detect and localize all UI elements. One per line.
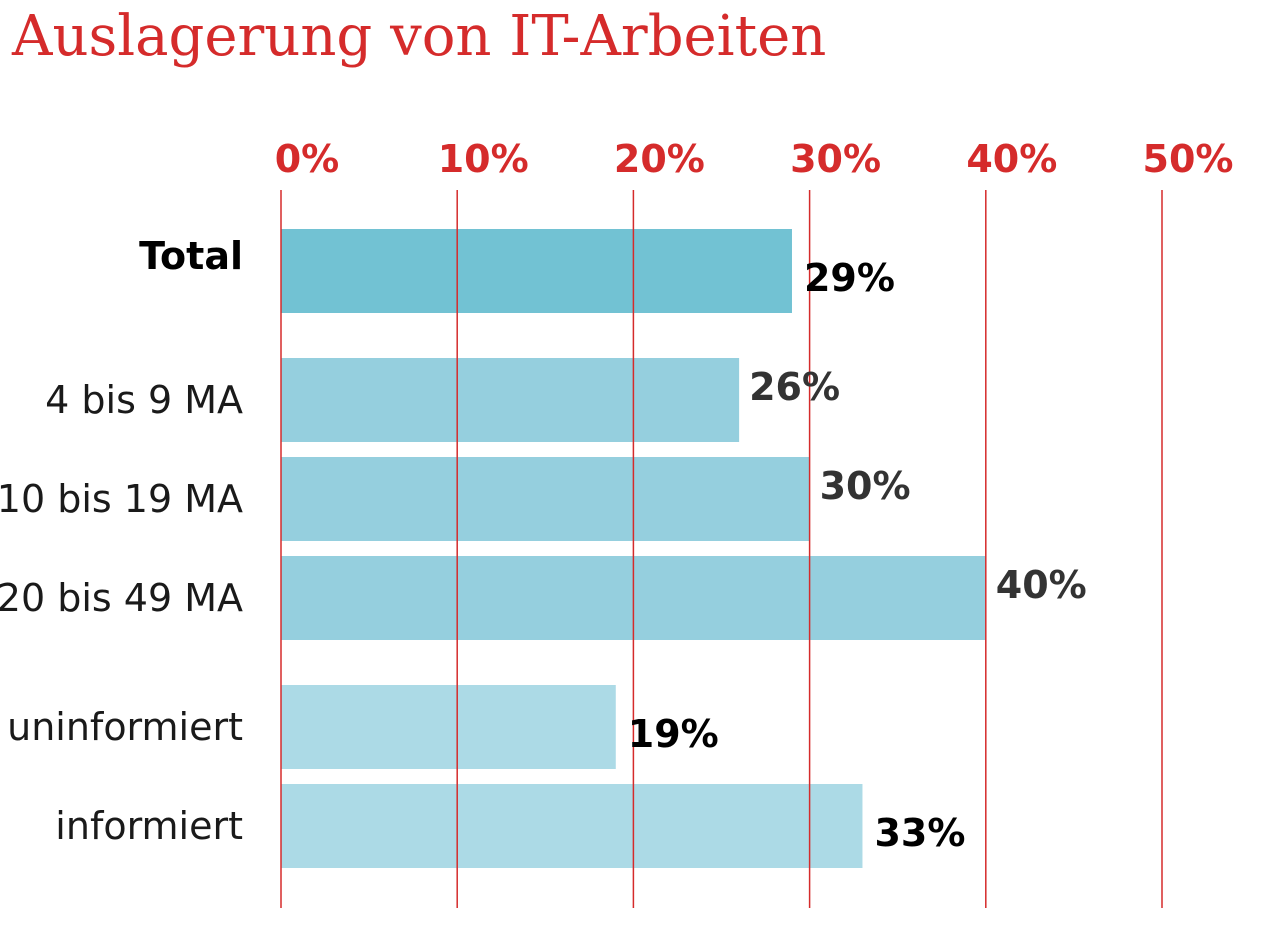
value-label: 33% (874, 811, 965, 855)
value-label: 30% (820, 464, 911, 508)
bar-10-bis-19-ma (281, 457, 810, 541)
bar-4-bis-9-ma (281, 358, 740, 442)
category-label: informiert (55, 804, 243, 848)
tick-label-20: 20% (614, 137, 705, 181)
tick-label-50: 50% (1143, 137, 1234, 181)
value-label: 19% (628, 712, 719, 756)
tick-label-30: 30% (790, 137, 881, 181)
bar-total (281, 229, 792, 313)
value-label: 26% (749, 365, 840, 409)
tick-label-40: 40% (966, 137, 1057, 181)
category-label: 20 bis 49 MA (0, 576, 243, 620)
bar-uninformiert (281, 685, 616, 769)
category-label: 4 bis 9 MA (45, 378, 243, 422)
bar-informiert (281, 784, 863, 868)
tick-label-0: 0% (275, 137, 340, 181)
category-label: 10 bis 19 MA (0, 477, 243, 521)
category-label: Total (139, 234, 243, 278)
value-label: 29% (804, 256, 895, 300)
value-label: 40% (996, 563, 1087, 607)
category-label: uninformiert (7, 705, 243, 749)
chart-title: Auslagerung von IT-Arbeiten (12, 4, 827, 69)
tick-label-10: 10% (438, 137, 529, 181)
